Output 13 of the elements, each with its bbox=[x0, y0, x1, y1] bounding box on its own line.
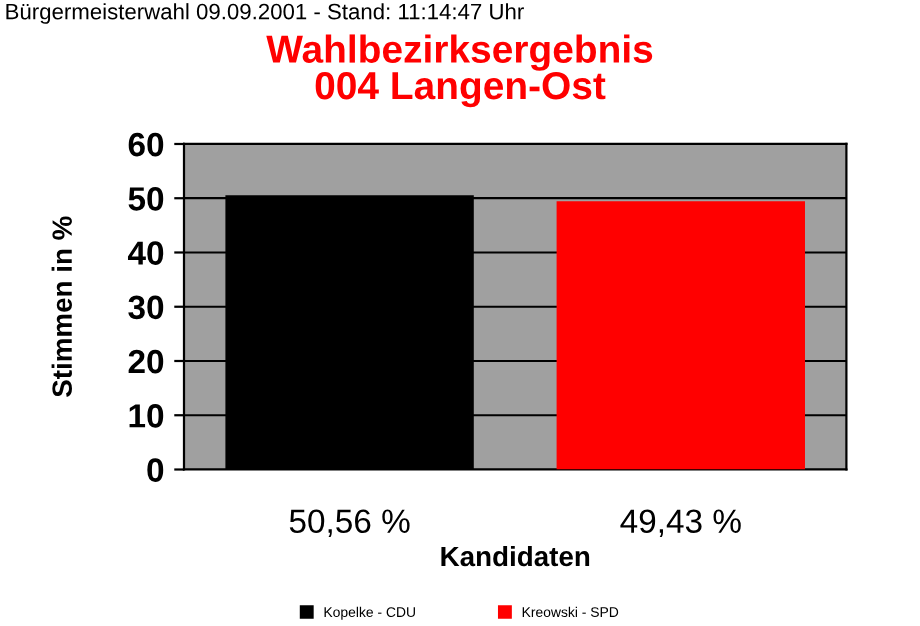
chart-subtitle: Bürgermeisterwahl 09.09.2001 - Stand: 11:14:47 Uhr bbox=[6, 3, 524, 24]
data-label: 49,43 % bbox=[620, 509, 741, 537]
y-tick-label: 40 bbox=[127, 241, 164, 265]
y-tick-label: 0 bbox=[147, 458, 164, 482]
y-tick-label: 30 bbox=[128, 295, 164, 320]
data-label: 50,56 % bbox=[289, 509, 410, 537]
y-tick-label: 50 bbox=[128, 187, 164, 211]
y-tick-label: 60 bbox=[128, 132, 164, 157]
y-axis-title: Stimmen in % bbox=[51, 216, 72, 397]
chart-title: Wahlbezirksergebnis 004 Langen-Ost bbox=[266, 34, 653, 108]
y-tick-label: 10 bbox=[129, 404, 164, 428]
x-axis-title: Kandidaten bbox=[441, 545, 590, 567]
y-tick-label: 20 bbox=[128, 349, 164, 374]
